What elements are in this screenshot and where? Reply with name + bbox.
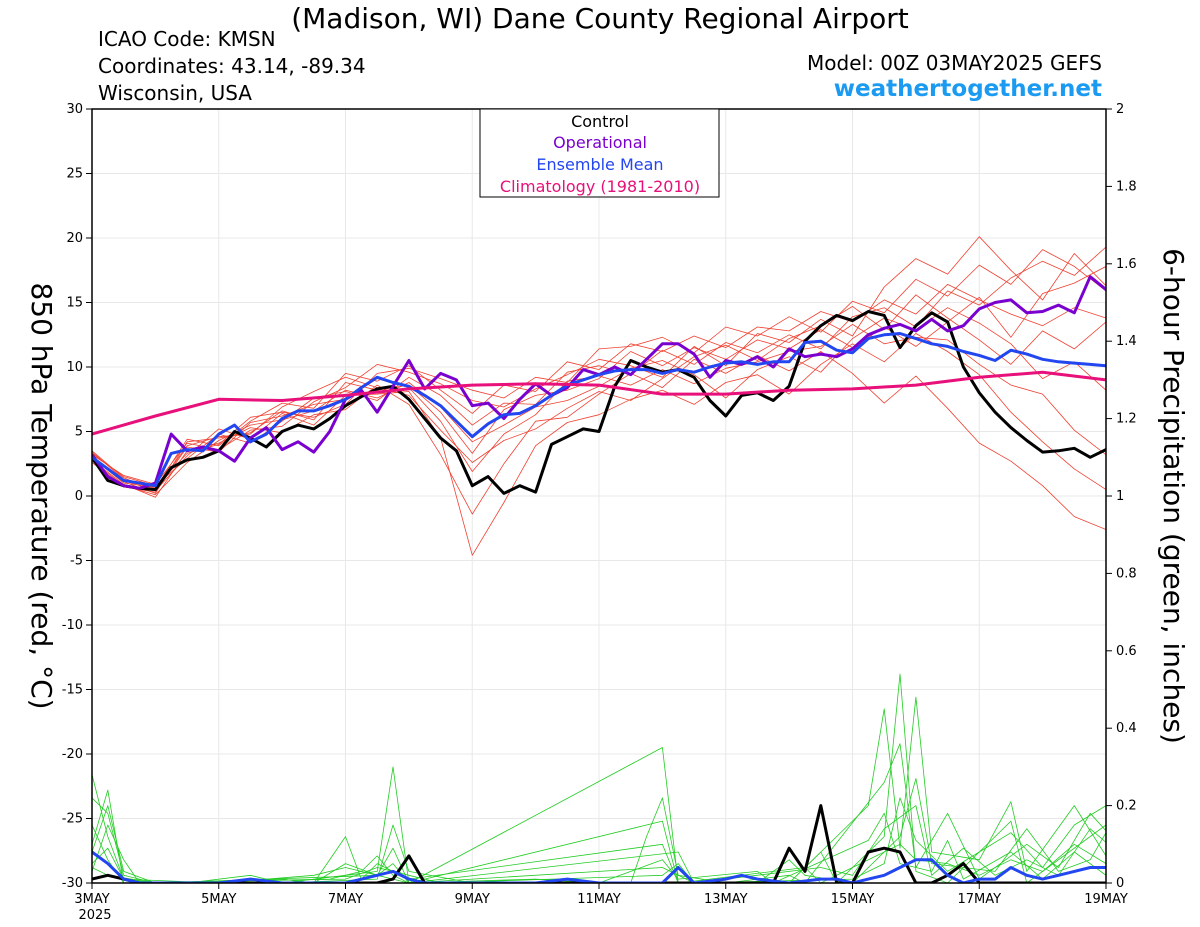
temp-member-line xyxy=(92,236,1106,485)
y-right-tick-label: 0.8 xyxy=(1116,566,1137,581)
site-link[interactable]: weathertogether.net xyxy=(833,76,1102,102)
x-tick-label: 11MAY xyxy=(577,892,621,907)
legend-ensemble-mean: Ensemble Mean xyxy=(536,155,663,174)
y-right-tick-label: 0.4 xyxy=(1116,721,1137,736)
y-right-tick-label: 1 xyxy=(1116,489,1124,504)
grid-lines xyxy=(92,108,1106,884)
x-tick-label: 3MAY xyxy=(74,892,109,907)
legend-box: Control Operational Ensemble Mean Climat… xyxy=(479,108,720,198)
x-tick-label: 7MAY xyxy=(328,892,363,907)
x-tick-label: 17MAY xyxy=(957,892,1001,907)
temp-member-line xyxy=(92,249,1106,488)
y-left-tick-label: -30 xyxy=(62,876,83,891)
y-right-tick-label: 1.8 xyxy=(1116,179,1137,194)
x-tick-label: 13MAY xyxy=(704,892,748,907)
y-right-tick-label: 1.4 xyxy=(1116,334,1137,349)
x-tick-label: 9MAY xyxy=(455,892,490,907)
precip-ensemble-mean-line xyxy=(92,850,1106,883)
y-left-tick-label: 30 xyxy=(66,102,83,117)
temp-operational-line xyxy=(92,275,1106,490)
y-axis-left-ticks: 30 25 20 15 10 5 0 -5 -10 -15 -20 -25 -30 xyxy=(62,102,92,891)
x-tick-label: 19MAY xyxy=(1084,892,1128,907)
y-left-tick-label: 10 xyxy=(66,360,83,375)
legend-operational: Operational xyxy=(553,133,647,152)
y-right-tick-label: 1.6 xyxy=(1116,257,1137,272)
y-axis-right-ticks: 2 1.8 1.6 1.4 1.2 1 0.8 0.6 0.4 0.2 0 xyxy=(1106,102,1137,891)
precip-member-line xyxy=(92,797,1106,883)
y-left-tick-label: -25 xyxy=(62,812,83,827)
precip-member-line xyxy=(92,743,1106,883)
icao-code: ICAO Code: KMSN xyxy=(98,27,276,51)
y-right-tick-label: 0 xyxy=(1116,876,1124,891)
coordinates: Coordinates: 43.14, -89.34 xyxy=(98,54,366,78)
y-left-tick-label: 15 xyxy=(66,296,83,311)
y-right-tick-label: 1.2 xyxy=(1116,412,1137,427)
member-series xyxy=(92,236,1106,883)
x-tick-label: 15MAY xyxy=(831,892,875,907)
y-left-tick-label: -5 xyxy=(70,554,83,569)
x-axis-year-label: 2025 xyxy=(78,908,111,923)
y-right-tick-label: 0.6 xyxy=(1116,644,1137,659)
main-series xyxy=(92,275,1106,883)
temp-control-line xyxy=(92,310,1106,495)
chart-title: (Madison, WI) Dane County Regional Airpo… xyxy=(291,2,909,35)
temp-member-line xyxy=(92,284,1106,489)
temp-ensemble-mean-line xyxy=(92,332,1106,488)
x-axis-ticks: 3MAY 5MAY 7MAY 9MAY 11MAY 13MAY 15MAY 17MAY 19MA… xyxy=(74,883,1128,907)
y-left-tick-label: -10 xyxy=(62,618,83,633)
legend-control: Control xyxy=(571,112,629,131)
y-right-tick-label: 2 xyxy=(1116,102,1124,117)
model-run: Model: 00Z 03MAY2025 GEFS xyxy=(807,51,1102,75)
y-left-tick-label: 25 xyxy=(66,167,83,182)
precip-member-line xyxy=(92,696,1106,883)
y-left-tick-label: 20 xyxy=(66,231,83,246)
y-left-tick-label: 5 xyxy=(75,425,83,440)
temp-member-line xyxy=(92,266,1106,494)
precip-member-line xyxy=(92,820,1106,883)
precip-member-line xyxy=(92,805,1106,883)
legend-climatology: Climatology (1981-2010) xyxy=(500,177,700,196)
y-left-tick-label: -15 xyxy=(62,683,83,698)
x-tick-label: 5MAY xyxy=(201,892,236,907)
y-left-tick-label: -20 xyxy=(62,747,83,762)
region: Wisconsin, USA xyxy=(98,81,252,105)
temp-climatology-1981-2010-line xyxy=(92,370,1106,436)
precip-member-line xyxy=(92,673,1106,883)
y-right-tick-label: 0.2 xyxy=(1116,799,1137,814)
precip-control-line xyxy=(92,804,1106,883)
y-axis-right-label: 6-hour Precipitation (green, inches) xyxy=(1157,248,1190,744)
temp-member-line xyxy=(92,294,1106,490)
temp-member-line xyxy=(92,307,1106,496)
y-axis-left-label: 850 hPa Temperature (red, °C) xyxy=(25,282,58,709)
y-left-tick-label: 0 xyxy=(75,489,83,504)
